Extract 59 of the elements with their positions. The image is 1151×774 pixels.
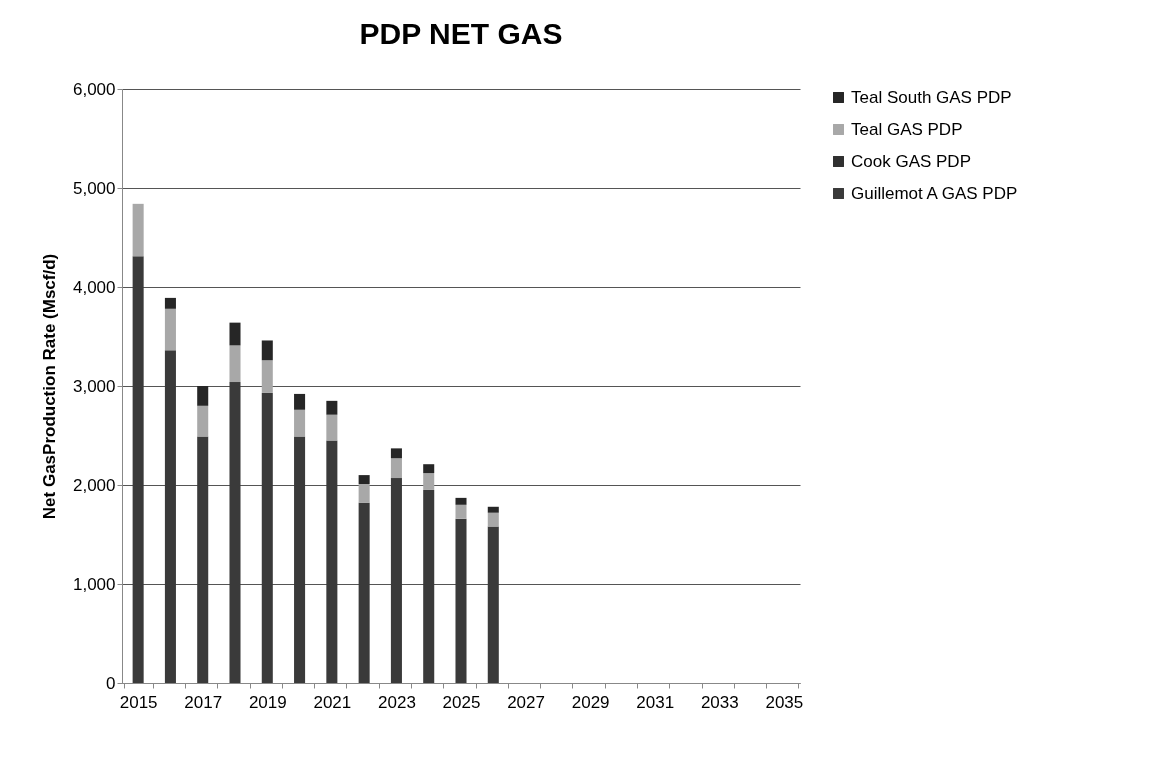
x-tick-label: 2025 [442, 692, 481, 712]
x-tick-label: 2021 [313, 692, 352, 712]
bar [294, 393, 306, 410]
bar [358, 475, 370, 485]
bar [326, 414, 338, 441]
bar [423, 489, 435, 683]
y-tick-label: 2,000 [72, 475, 116, 495]
bar [390, 478, 402, 683]
x-tick-label: 2019 [248, 692, 287, 712]
bar [294, 436, 306, 683]
chart-title: PDP NET GAS [359, 17, 563, 50]
bar [455, 518, 467, 683]
bar [390, 448, 402, 459]
x-tick-label: 2017 [184, 692, 223, 712]
bar [326, 400, 338, 415]
bar [261, 360, 273, 393]
bar [358, 502, 370, 683]
x-tick-label: 2033 [700, 692, 739, 712]
bar [164, 308, 176, 351]
x-tick-label: 2015 [119, 692, 158, 712]
bar [390, 458, 402, 479]
y-tick-label: 5,000 [72, 178, 116, 198]
x-tick-label: 2029 [571, 692, 610, 712]
bar [455, 497, 467, 505]
bar [455, 504, 467, 519]
bar [294, 409, 306, 437]
bar [229, 322, 241, 346]
bar [487, 506, 499, 513]
bar [197, 405, 209, 437]
bar [358, 484, 370, 503]
legend-label: Cook GAS PDP [851, 151, 971, 171]
bar [261, 340, 273, 361]
bar [197, 436, 209, 683]
bar [197, 386, 209, 406]
legend-label: Guillemot A GAS PDP [851, 183, 1018, 203]
bar [164, 297, 176, 309]
bar [229, 345, 241, 383]
bar [487, 526, 499, 683]
y-tick-label: 0 [106, 673, 116, 693]
bar [423, 464, 435, 474]
x-tick-label: 2023 [378, 692, 416, 712]
y-tick-label: 1,000 [72, 574, 116, 594]
y-tick-label: 6,000 [72, 79, 116, 99]
x-tick-label: 2027 [507, 692, 545, 712]
legend-label: Teal GAS PDP [851, 119, 963, 139]
bar [423, 473, 435, 490]
x-tick-label: 2031 [636, 692, 675, 712]
bar [326, 440, 338, 683]
bar [164, 350, 176, 683]
y-axis-title: Net GasProduction Rate (Mscf/d) [39, 253, 59, 520]
bar [229, 382, 241, 683]
bar [132, 256, 144, 683]
bar [132, 203, 144, 257]
y-tick-label: 4,000 [72, 277, 116, 297]
bar [487, 512, 499, 527]
x-tick-label: 2035 [765, 692, 804, 712]
bar [261, 392, 273, 683]
legend-label: Teal South GAS PDP [851, 87, 1012, 107]
y-tick-label: 3,000 [72, 376, 116, 396]
